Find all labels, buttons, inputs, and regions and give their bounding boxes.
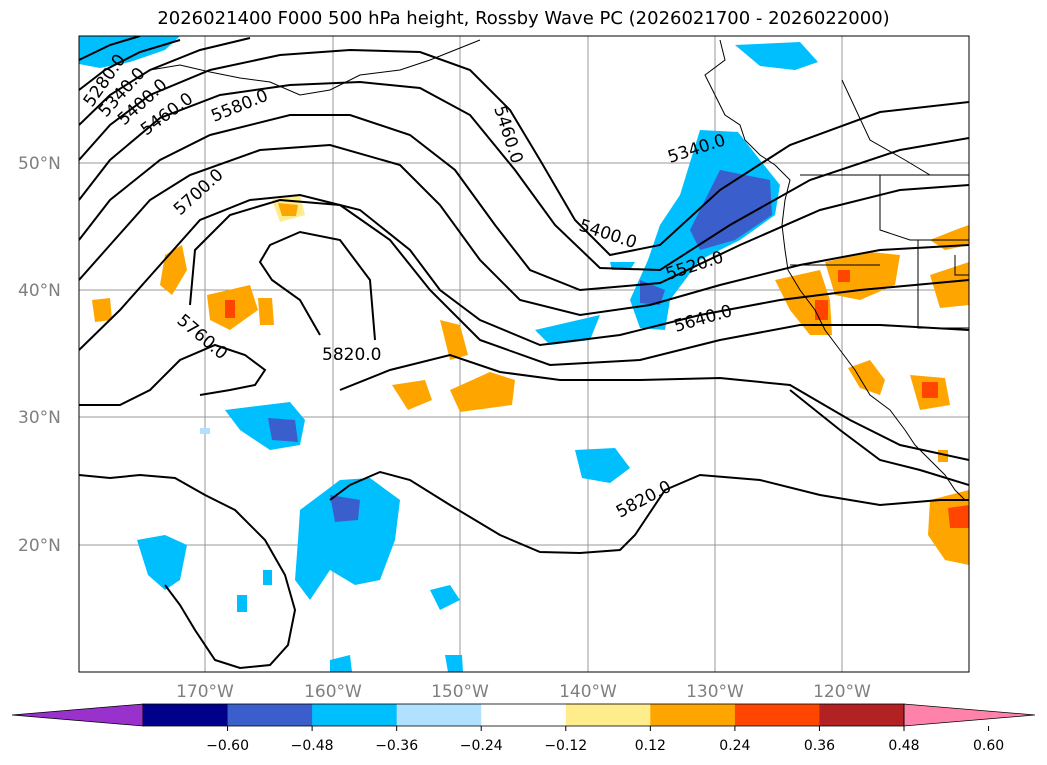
colorbar-segment bbox=[227, 704, 313, 726]
colorbar-segment bbox=[650, 704, 736, 726]
lon-label: 170°W bbox=[176, 682, 234, 702]
map-frame bbox=[78, 35, 970, 673]
positive-anomaly-shading bbox=[92, 195, 969, 565]
colorbar: −0.60 −0.48 −0.36 −0.24 −0.12 0.12 0.24 0.36 0.4… bbox=[11, 703, 1036, 754]
colorbar-tick-label: 0.60 bbox=[973, 738, 1004, 754]
colorbar-segment bbox=[565, 704, 651, 726]
latitude-labels: 50°N 40°N 30°N 20°N bbox=[18, 154, 61, 556]
height-contours bbox=[79, 36, 969, 670]
colorbar-segment bbox=[312, 704, 398, 726]
colorbar-segment bbox=[396, 704, 482, 726]
lat-label: 30°N bbox=[18, 408, 61, 428]
colorbar-segment bbox=[734, 704, 820, 726]
lon-label: 120°W bbox=[813, 682, 871, 702]
lon-label: 160°W bbox=[304, 682, 362, 702]
lon-label: 130°W bbox=[686, 682, 744, 702]
colorbar-extend-high bbox=[903, 703, 1036, 727]
lat-label: 40°N bbox=[18, 281, 61, 301]
map-area bbox=[79, 36, 969, 672]
colorbar-tick-label: 0.36 bbox=[804, 738, 835, 754]
colorbar-segment bbox=[143, 704, 229, 726]
colorbar-tick-label: −0.12 bbox=[544, 738, 587, 754]
colorbar-extend-low bbox=[11, 703, 144, 727]
lon-label: 150°W bbox=[431, 682, 489, 702]
colorbar-tick-label: −0.60 bbox=[206, 738, 249, 754]
colorbar-tick-label: 0.24 bbox=[719, 738, 750, 754]
colorbar-tick-label: −0.48 bbox=[291, 738, 334, 754]
longitude-labels: 170°W 160°W 150°W 140°W 130°W 120°W bbox=[176, 682, 871, 702]
lat-label: 50°N bbox=[18, 154, 61, 174]
colorbar-tick-label: −0.24 bbox=[460, 738, 503, 754]
colorbar-tick-label: 0.48 bbox=[888, 738, 919, 754]
figure-title: 2026021400 F000 500 hPa height, Rossby W… bbox=[157, 8, 890, 29]
colorbar-outline bbox=[142, 703, 905, 727]
colorbar-segment bbox=[819, 704, 905, 726]
lon-label: 140°W bbox=[559, 682, 617, 702]
colorbar-tick-label: 0.12 bbox=[635, 738, 666, 754]
colorbar-tick-label: −0.36 bbox=[375, 738, 418, 754]
lat-label: 20°N bbox=[18, 536, 61, 556]
contour-label: 5820.0 bbox=[322, 345, 381, 365]
colorbar-segment bbox=[481, 704, 567, 726]
